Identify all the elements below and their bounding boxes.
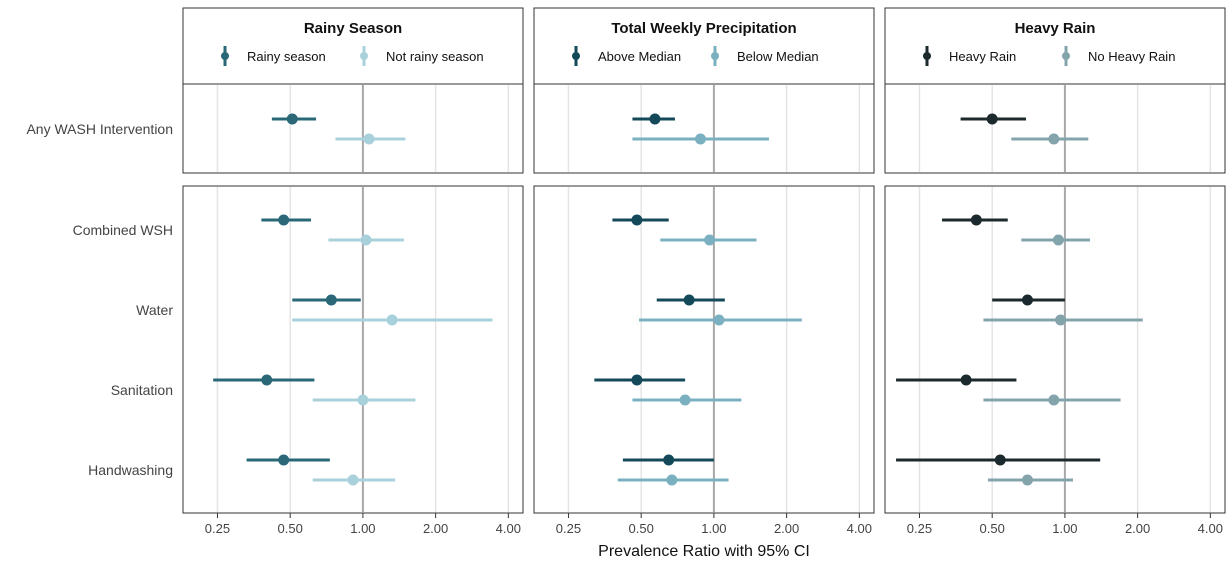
legend-label-above-median: Above Median xyxy=(598,49,681,64)
legend-key-point xyxy=(923,52,931,60)
panel-title: Rainy Season xyxy=(304,20,402,37)
x-tick-label: 0.25 xyxy=(205,521,230,536)
legend-key-point xyxy=(360,52,368,60)
legend-label-rainy-season: Rainy season xyxy=(247,49,326,64)
panel-total-weekly-precipitation: Total Weekly Precipitation Above Median Be… xyxy=(533,7,875,536)
x-tick-label: 2.00 xyxy=(1125,521,1150,536)
point-any-wash-intervention-heavy-rain xyxy=(986,113,998,125)
facet-border xyxy=(533,185,875,514)
point-any-wash-intervention-below-median xyxy=(694,133,706,145)
legend-label-not-rainy-season: Not rainy season xyxy=(386,49,484,64)
point-combined-wsh-no-heavy-rain xyxy=(1052,234,1064,246)
point-combined-wsh-not-rainy-season xyxy=(360,234,372,246)
category-label-sanitation: Sanitation xyxy=(111,382,173,398)
point-any-wash-intervention-above-median xyxy=(649,113,661,125)
point-water-rainy-season xyxy=(325,294,337,306)
x-tick-label: 0.50 xyxy=(980,521,1005,536)
point-combined-wsh-rainy-season xyxy=(278,214,290,226)
legend-key-point xyxy=(711,52,719,60)
point-any-wash-intervention-rainy-season xyxy=(286,113,298,125)
category-label-combined-wsh: Combined WSH xyxy=(73,222,173,238)
x-tick-label: 0.25 xyxy=(907,521,932,536)
panel-rainy-season: Rainy Season Rainy season Not rainy season… xyxy=(182,7,524,536)
facet-border xyxy=(182,185,524,514)
panel-header-box xyxy=(884,7,1226,85)
facet-border xyxy=(182,83,524,174)
x-tick-label: 1.00 xyxy=(701,521,726,536)
category-label-handwashing: Handwashing xyxy=(88,462,173,478)
panel-heavy-rain: Heavy Rain Heavy Rain No Heavy Rain 0.25 0.5… xyxy=(884,7,1226,536)
x-tick-label: 1.00 xyxy=(350,521,375,536)
point-water-below-median xyxy=(713,314,725,326)
top-facet-box xyxy=(533,83,875,174)
legend-label-below-median: Below Median xyxy=(737,49,819,64)
bottom-facet-box xyxy=(182,185,524,514)
panel-title: Total Weekly Precipitation xyxy=(611,20,796,37)
point-handwashing-rainy-season xyxy=(278,454,290,466)
legend-label-heavy-rain: Heavy Rain xyxy=(949,49,1016,64)
point-sanitation-rainy-season xyxy=(261,374,273,386)
point-combined-wsh-heavy-rain xyxy=(970,214,982,226)
x-tick-label: 4.00 xyxy=(1198,521,1223,536)
x-tick-label: 0.50 xyxy=(278,521,303,536)
legend-key-point xyxy=(572,52,580,60)
bottom-facet-box xyxy=(884,185,1226,514)
x-tick-label: 1.00 xyxy=(1052,521,1077,536)
facet-border xyxy=(533,83,875,174)
bottom-facet-box xyxy=(533,185,875,514)
point-sanitation-not-rainy-season xyxy=(357,394,369,406)
x-tick-label: 4.00 xyxy=(847,521,872,536)
legend-key-point xyxy=(1062,52,1070,60)
panel-header-box xyxy=(182,7,524,85)
panel-title: Heavy Rain xyxy=(1015,20,1096,37)
category-label-any-wash-intervention: Any WASH Intervention xyxy=(26,121,173,137)
x-tick-label: 2.00 xyxy=(423,521,448,536)
x-tick-label: 0.25 xyxy=(556,521,581,536)
point-water-no-heavy-rain xyxy=(1055,314,1067,326)
category-label-water: Water xyxy=(136,302,173,318)
legend-key-point xyxy=(221,52,229,60)
point-any-wash-intervention-no-heavy-rain xyxy=(1048,133,1060,145)
point-handwashing-heavy-rain xyxy=(994,454,1006,466)
top-facet-box xyxy=(884,83,1226,174)
legend-label-no-heavy-rain: No Heavy Rain xyxy=(1088,49,1175,64)
point-sanitation-heavy-rain xyxy=(960,374,972,386)
point-water-above-median xyxy=(683,294,695,306)
point-handwashing-above-median xyxy=(663,454,675,466)
point-any-wash-intervention-not-rainy-season xyxy=(363,133,375,145)
point-sanitation-no-heavy-rain xyxy=(1048,394,1060,406)
point-sanitation-below-median xyxy=(679,394,691,406)
panel-header-box xyxy=(533,7,875,85)
point-sanitation-above-median xyxy=(631,374,643,386)
facet-border xyxy=(884,83,1226,174)
point-combined-wsh-below-median xyxy=(704,234,716,246)
point-handwashing-no-heavy-rain xyxy=(1021,474,1033,486)
point-combined-wsh-above-median xyxy=(631,214,643,226)
point-handwashing-below-median xyxy=(666,474,678,486)
x-tick-label: 2.00 xyxy=(774,521,799,536)
x-tick-label: 0.50 xyxy=(629,521,654,536)
x-tick-label: 4.00 xyxy=(496,521,521,536)
x-axis-title: Prevalence Ratio with 95% CI xyxy=(598,543,810,560)
top-facet-box xyxy=(182,83,524,174)
facet-border xyxy=(884,185,1226,514)
point-water-not-rainy-season xyxy=(386,314,398,326)
point-water-heavy-rain xyxy=(1021,294,1033,306)
point-handwashing-not-rainy-season xyxy=(347,474,359,486)
